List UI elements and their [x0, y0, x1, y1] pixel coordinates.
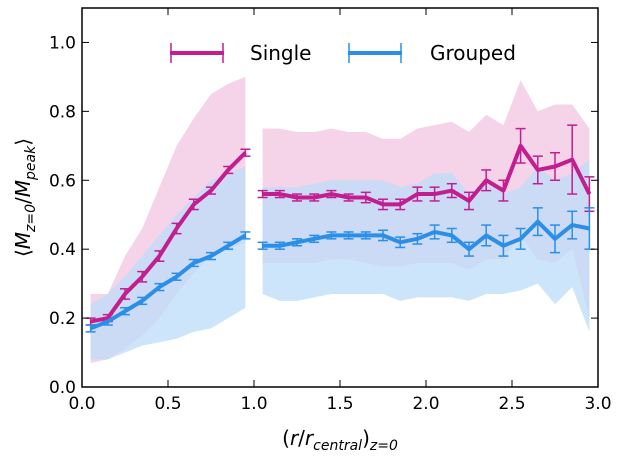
legend-label: Single [250, 41, 311, 65]
x-tick-label: 2.0 [412, 394, 439, 414]
confidence-bands [90, 76, 590, 363]
x-tick-label: 0.5 [154, 394, 181, 414]
legend-item-grouped: Grouped [348, 41, 516, 65]
legend-label: Grouped [430, 41, 516, 65]
line-grouped-0 [89, 233, 247, 331]
y-tick-label: 0.6 [49, 171, 76, 191]
band-grouped-0 [90, 166, 246, 360]
line-grouped-1 [262, 219, 590, 252]
x-tick-label: 3.0 [584, 394, 611, 414]
x-tick-label: 0.0 [68, 394, 95, 414]
y-tick-label: 0.0 [49, 378, 76, 398]
axis-ticks: 0.0 0.5 1.0 1.5 2.0 2.5 3.0 0.0 0.2 0.4 0.6 0.8 1.0 [49, 8, 612, 414]
legend-item-single: Single [170, 41, 311, 65]
series-lines [89, 143, 592, 331]
x-axis-title: (r/rcentral)z=0 [282, 426, 398, 454]
y-tick-label: 0.2 [49, 309, 76, 329]
x-tick-label: 2.5 [498, 394, 525, 414]
line-single-0 [90, 151, 247, 324]
band-grouped-1 [262, 159, 590, 332]
y-tick-label: 0.8 [49, 102, 76, 122]
x-tick-label: 1.5 [326, 394, 353, 414]
y-tick-label: 1.0 [49, 33, 76, 53]
x-tick-label: 1.0 [240, 394, 267, 414]
line-single-1 [262, 143, 592, 207]
y-axis-title: ⟨Mz=0/Mpeak⟩ [11, 138, 39, 257]
legend: Single Grouped [170, 41, 516, 65]
y-tick-label: 0.4 [49, 240, 76, 260]
